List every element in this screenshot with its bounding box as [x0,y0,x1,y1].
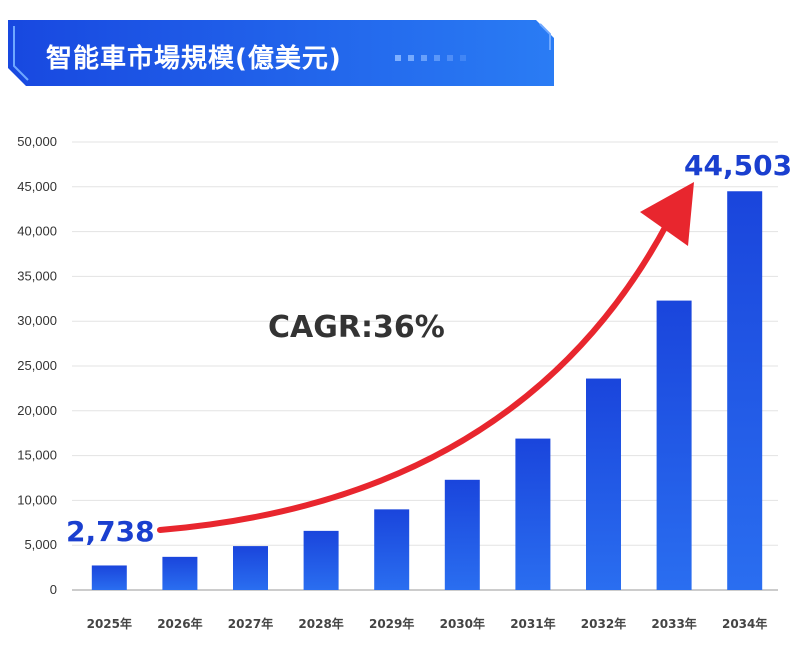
x-tick-label: 2028年 [298,616,343,631]
bar [162,556,198,590]
x-tick-label: 2033年 [651,616,696,631]
x-tick-label: 2034年 [722,616,767,631]
x-tick-label: 2026年 [157,616,202,631]
x-tick-label: 2029年 [369,616,414,631]
arrow-shaft [157,219,671,533]
bar [727,191,763,590]
arrow-head [640,182,694,246]
y-tick-label: 0 [50,582,57,597]
x-tick-label: 2030年 [440,616,485,631]
x-tick-label: 2031年 [510,616,555,631]
cagr-label: CAGR:36% [268,310,445,345]
bar [374,509,410,590]
chart-title: 智能車市場規模(億美元) [46,44,342,74]
y-axis-ticks: 0 5,000 10,000 15,000 20,000 25,000 30,000 35,0… [17,134,57,597]
y-tick-label: 50,000 [17,134,57,149]
bar [233,546,268,590]
bars [91,191,763,590]
y-tick-label: 25,000 [17,358,57,373]
y-tick-label: 15,000 [17,448,57,463]
y-tick-label: 5,000 [24,537,57,552]
x-tick-label: 2032年 [581,616,626,631]
y-tick-label: 30,000 [17,313,57,328]
bar [444,479,480,590]
bar [303,530,339,590]
y-tick-label: 45,000 [17,179,57,194]
start-value-label: 2,738 [66,515,155,548]
y-tick-label: 20,000 [17,403,57,418]
bar [656,300,692,590]
x-tick-label: 2025年 [87,616,132,631]
x-tick-label: 2027年 [228,616,273,631]
y-tick-label: 10,000 [17,492,57,507]
end-value-label: 44,503 [684,149,792,182]
title-banner [8,20,554,86]
bar [515,438,551,590]
growth-arrow [157,182,694,533]
y-tick-label: 35,000 [17,268,57,283]
y-tick-label: 40,000 [17,224,57,239]
bar [586,378,621,590]
bar [91,565,127,590]
banner-dots [395,55,466,61]
x-axis-ticks: 2025年 2026年 2027年 2028年 2029年 2030年 2031年 2032年… [87,616,768,631]
